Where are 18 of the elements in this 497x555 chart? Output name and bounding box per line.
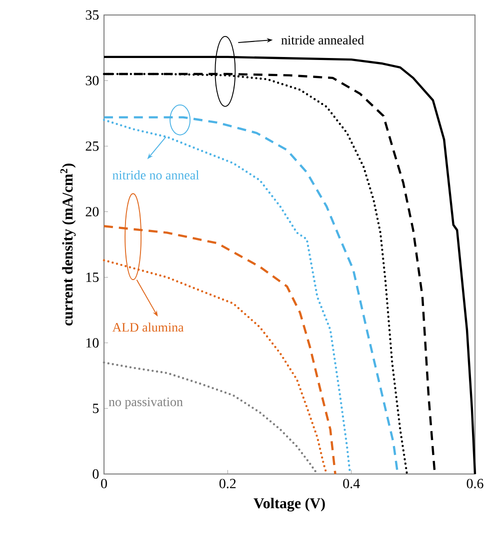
annotation: nitride no anneal [112, 170, 200, 180]
x-tick-label: 0.4 [343, 478, 360, 488]
y-axis-title: current density (mA/cm$^{2}$) [60, 164, 76, 326]
x-tick-label: 0 [101, 478, 107, 488]
y-tick-label: 0 [92, 469, 99, 479]
annotation: no passivation [108, 398, 183, 409]
x-axis-title: Voltage (V) [254, 498, 325, 512]
annotation: ALD alumina [112, 322, 184, 332]
x-tick-label: 0.6 [466, 478, 484, 488]
y-tick-label: 10 [86, 338, 99, 348]
annotation: nitride annealed [281, 35, 364, 44]
y-tick-label: 35 [86, 10, 99, 20]
y-tick-label: 20 [86, 207, 99, 216]
y-tick-label: 25 [86, 141, 99, 151]
y-tick-label: 30 [86, 76, 99, 86]
y-tick-label: 5 [92, 404, 99, 414]
y-tick-label: 15 [86, 272, 99, 282]
x-tick-label: 0.2 [219, 478, 236, 488]
